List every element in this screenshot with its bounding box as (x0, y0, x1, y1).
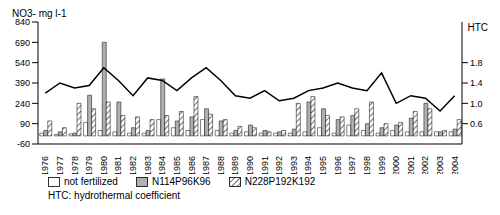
svg-text:1986: 1986 (187, 156, 197, 174)
svg-text:540: 540 (15, 58, 30, 68)
svg-text:2002: 2002 (420, 156, 430, 174)
svg-text:90: 90 (20, 119, 30, 129)
svg-text:1990: 1990 (245, 156, 255, 174)
svg-text:1987: 1987 (201, 156, 211, 174)
svg-text:840: 840 (15, 17, 30, 27)
svg-text:2004: 2004 (450, 156, 460, 174)
svg-text:1994: 1994 (303, 156, 313, 174)
html-text:HTC: hydrothermal coefficient: HTC: hydrothermal coefficient (48, 190, 181, 201)
svg-text:390: 390 (15, 78, 30, 88)
svg-text:690: 690 (15, 38, 30, 48)
svg-text:1982: 1982 (128, 156, 138, 174)
svg-text:1991: 1991 (260, 156, 270, 174)
svg-text:240: 240 (15, 99, 30, 109)
svg-text:2003: 2003 (435, 156, 445, 174)
svg-text:2001: 2001 (406, 156, 416, 174)
svg-text:1980: 1980 (99, 156, 109, 174)
svg-text:1988: 1988 (216, 156, 226, 174)
svg-text:1984: 1984 (157, 156, 167, 174)
svg-text:-60: -60 (17, 139, 30, 149)
svg-text:1995: 1995 (318, 156, 328, 174)
svg-text:1998: 1998 (362, 156, 372, 174)
html-text:N114P96K96: N114P96K96 (151, 176, 211, 187)
html-text:HTC: HTC (467, 22, 488, 33)
svg-text:1993: 1993 (289, 156, 299, 174)
svg-text:1985: 1985 (172, 156, 182, 174)
svg-text:1.4: 1.4 (470, 78, 483, 88)
svg-text:1978: 1978 (70, 156, 80, 174)
svg-text:1.8: 1.8 (470, 58, 483, 68)
svg-text:1999: 1999 (377, 156, 387, 174)
svg-text:1.0: 1.0 (470, 99, 483, 109)
svg-text:0.6: 0.6 (470, 119, 483, 129)
html-text:N228P192K192: N228P192K192 (244, 176, 316, 187)
svg-text:1976: 1976 (40, 156, 50, 174)
svg-text:1983: 1983 (143, 156, 153, 174)
svg-text:1992: 1992 (274, 156, 284, 174)
html-text:not fertilized: not fertilized (64, 176, 118, 187)
svg-text:1981: 1981 (113, 156, 123, 174)
svg-text:2000: 2000 (391, 156, 401, 174)
svg-text:1996: 1996 (333, 156, 343, 174)
svg-text:1997: 1997 (347, 156, 357, 174)
svg-text:1977: 1977 (55, 156, 65, 174)
html-text:NO3- mg l-1: NO3- mg l-1 (12, 8, 67, 19)
svg-text:1989: 1989 (230, 156, 240, 174)
svg-text:1979: 1979 (84, 156, 94, 174)
